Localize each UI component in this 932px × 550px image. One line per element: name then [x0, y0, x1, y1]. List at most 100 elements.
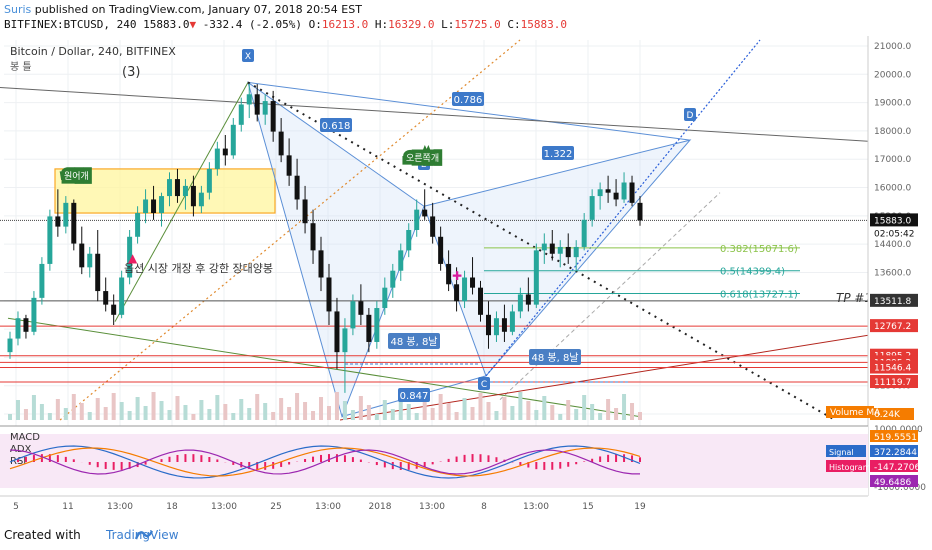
- candle-body: [637, 202, 643, 221]
- candle-body: [262, 101, 268, 115]
- candle-body: [621, 182, 627, 200]
- volume-bar: [215, 395, 220, 420]
- price-tag-bg: [870, 375, 918, 389]
- x-tick-label: 13:00: [315, 502, 341, 512]
- candle-body: [454, 284, 460, 302]
- tradingview-logo-icon: [134, 530, 154, 540]
- volume-bar: [462, 398, 467, 420]
- candle-body: [286, 155, 292, 176]
- candle-body: [318, 250, 324, 278]
- candle-body: [278, 131, 284, 156]
- histogram-bar: [639, 457, 641, 462]
- y-tick-label: 13600.0: [874, 268, 911, 278]
- volume-bar: [510, 406, 515, 420]
- histogram-bar: [543, 462, 546, 470]
- y-tick-label: 21000.0: [874, 42, 911, 52]
- histogram-bar: [24, 456, 27, 462]
- histogram-bar: [288, 462, 291, 465]
- candle-body: [470, 277, 476, 288]
- candle-body: [119, 277, 125, 315]
- indicator-name: ADX: [10, 444, 32, 455]
- volume-bar: [271, 412, 276, 420]
- candle-body: [382, 287, 388, 309]
- candle-body: [430, 216, 436, 237]
- histogram-bar: [96, 462, 99, 468]
- candle-body: [589, 196, 595, 220]
- volume-bar: [582, 395, 587, 420]
- histogram-bar: [264, 462, 267, 470]
- histogram-bar: [559, 462, 562, 469]
- volume-bar: [47, 413, 52, 420]
- footer: Created with TradingView: [0, 516, 932, 550]
- volume-bar: [127, 411, 132, 420]
- volume-bar: [350, 410, 355, 420]
- volume-bar: [526, 401, 531, 420]
- candle-body: [501, 318, 507, 332]
- volume-bar: [15, 400, 20, 420]
- author-link[interactable]: Suris: [4, 3, 32, 16]
- ohlc-o-label: O:: [308, 18, 322, 31]
- black-dotted-line: [247, 81, 836, 421]
- symbol-label: BITFINEX:BTCUSD, 240: [4, 18, 137, 31]
- histogram-bar: [312, 456, 315, 462]
- histogram-bar: [343, 455, 346, 462]
- fib-level-label: 0.382(15071.6): [720, 244, 798, 255]
- histogram-bar: [623, 454, 626, 462]
- indicator-badge-name-bg: [826, 460, 866, 472]
- fib-level-label: 0.5(14399.4): [720, 267, 785, 278]
- point-d-label-bg: [684, 108, 696, 121]
- volume-bar: [223, 404, 228, 420]
- ratio-label-bg: [452, 92, 484, 106]
- macd-line: [9, 445, 641, 479]
- ohlc-open: 16213.0: [321, 18, 369, 31]
- indicator-badge-bg: [870, 460, 918, 472]
- volume-bar: [239, 399, 244, 420]
- candle-body: [23, 318, 29, 332]
- volume-bar: [630, 403, 635, 420]
- x-tick-label: 13:00: [107, 502, 133, 512]
- candle-body: [525, 294, 531, 305]
- histogram-bar: [359, 459, 362, 462]
- histogram-bar: [304, 459, 307, 462]
- histogram-bar: [407, 462, 410, 470]
- blue-uptrend-line: [485, 39, 761, 377]
- histogram-bar: [64, 456, 67, 462]
- candle-body: [7, 338, 13, 353]
- price-chart[interactable]: 원어개 0.382(15071.6) 0.5(14399.4) 0.618(13727…: [0, 36, 932, 516]
- indicator-badge-value: 49.6486: [874, 478, 911, 488]
- volume-bar: [295, 393, 300, 420]
- point-b-label-bg: [418, 157, 430, 170]
- volume-bar: [614, 408, 619, 420]
- histogram-bar: [168, 456, 171, 462]
- price-tag: 11546.4: [874, 364, 911, 374]
- volume-bar: [55, 399, 60, 420]
- volume-bar: [63, 408, 68, 420]
- candle-body: [517, 294, 523, 312]
- candle-body: [254, 94, 260, 115]
- histogram-bar: [272, 462, 275, 469]
- ratio-label: 0.847: [400, 391, 429, 402]
- histogram-bar: [32, 455, 35, 462]
- volume-bar: [534, 410, 539, 420]
- volume-bar: [79, 403, 84, 420]
- candle-body: [605, 189, 611, 193]
- candle-body: [87, 253, 93, 268]
- histogram-bar: [375, 462, 378, 466]
- ratio-label-bg: [542, 146, 574, 160]
- histogram-bar: [447, 458, 450, 462]
- countdown-label: 02:05:42: [874, 229, 914, 239]
- y-tick-label: 14400.0: [874, 240, 911, 250]
- tradingview-brand[interactable]: TradingView: [106, 528, 179, 542]
- y-tick-label: 19000.0: [874, 99, 911, 109]
- candle-body: [246, 94, 252, 105]
- x-tick-label: 13:00: [211, 502, 237, 512]
- point-d-label: D: [687, 111, 694, 121]
- chart-title: Bitcoin / Dollar, 240, BITFINEX: [10, 45, 176, 58]
- volume-bar: [311, 411, 316, 420]
- candle-body: [565, 246, 571, 258]
- candle-body: [143, 199, 149, 214]
- candle-body: [509, 311, 515, 332]
- volume-bar: [175, 396, 180, 420]
- volume-bar: [87, 412, 92, 420]
- histogram-bar: [599, 456, 602, 462]
